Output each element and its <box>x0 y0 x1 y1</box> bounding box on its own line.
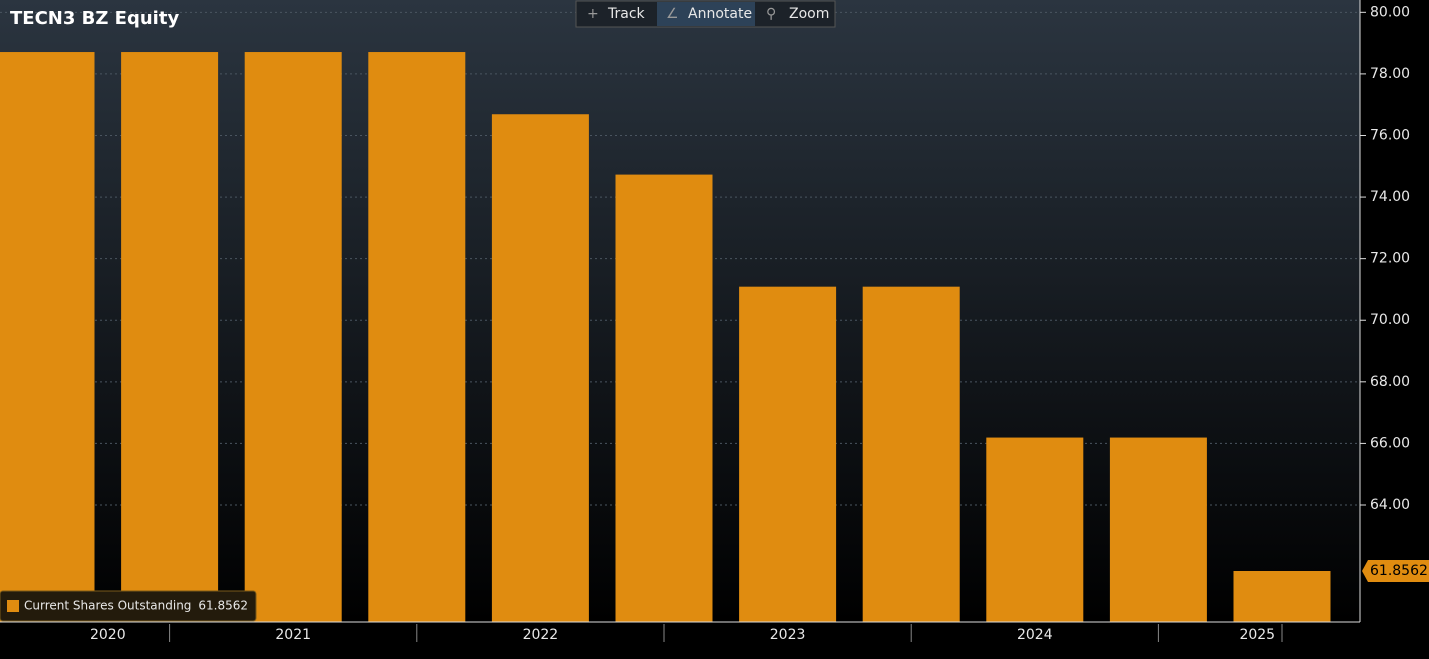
bar <box>368 52 466 622</box>
toolbar-active <box>657 2 755 26</box>
y-tick-label: 68.00 <box>1370 374 1410 390</box>
bar <box>491 114 589 622</box>
bar <box>1233 571 1331 622</box>
x-tick-label: 2024 <box>1017 627 1053 643</box>
y-tick-label: 80.00 <box>1370 4 1410 20</box>
legend-value: 61.8562 <box>198 599 248 613</box>
legend-swatch <box>7 600 19 612</box>
bar <box>739 286 837 622</box>
x-tick-label: 2020 <box>90 627 126 643</box>
bar <box>121 52 219 622</box>
y-tick-label: 70.00 <box>1370 312 1410 328</box>
bar <box>615 174 713 622</box>
legend-frame <box>0 590 257 622</box>
y-tick-label: 72.00 <box>1370 251 1410 267</box>
bar <box>862 286 960 622</box>
y-tick-label: 66.00 <box>1370 435 1410 451</box>
x-tick-label: 2022 <box>523 627 559 643</box>
toolbar-button[interactable]: Zoom <box>789 6 829 22</box>
toolbar-button[interactable]: Track <box>607 6 646 22</box>
y-tick-label: 74.00 <box>1370 189 1410 205</box>
icon: ∠ <box>666 6 679 22</box>
bar <box>0 52 95 622</box>
value-tag <box>1362 560 1429 583</box>
y-tick-label: 64.00 <box>1370 497 1410 513</box>
value-tag-label: 61.8562 <box>1370 563 1428 579</box>
x-tick-label: 2025 <box>1239 627 1275 643</box>
legend: Current Shares Outstanding 61.8562 <box>0 590 257 622</box>
icon: ⚲ <box>766 6 776 22</box>
x-tick-label: 2021 <box>275 627 311 643</box>
x-tick-label: 2023 <box>770 627 806 643</box>
toolbar: + Track ∠ Annotate ⚲ Zoom <box>575 0 836 28</box>
y-tick-label: 76.00 <box>1370 127 1410 143</box>
icon: + <box>587 6 599 22</box>
legend-label: Current Shares Outstanding <box>24 599 191 613</box>
bar <box>244 52 342 622</box>
chart-title: TECN3 BZ Equity <box>10 8 179 29</box>
y-tick-label: 78.00 <box>1370 66 1410 82</box>
bars <box>0 52 1331 622</box>
toolbar-button[interactable]: Annotate <box>688 6 752 22</box>
bar <box>1109 437 1207 622</box>
bar <box>986 437 1084 622</box>
